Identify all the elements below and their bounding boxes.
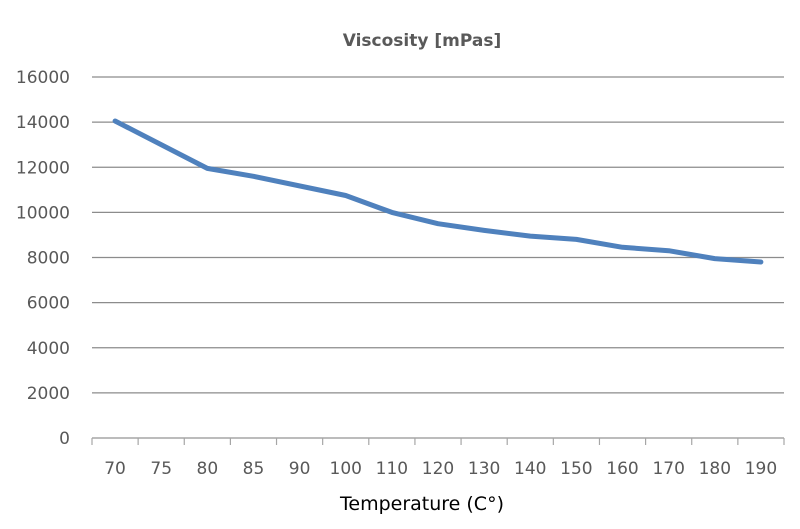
chart-title: Viscosity [mPas] (343, 31, 501, 51)
y-tick-label: 10000 (16, 203, 70, 223)
x-tick-labels: 70 75 80 85 90 100 110 120 130 140 150 160 170 180 190 (104, 459, 777, 479)
x-tick-label: 160 (606, 459, 638, 479)
y-tick-label: 8000 (27, 249, 70, 269)
x-tick-label: 170 (652, 459, 684, 479)
y-tick-label: 12000 (16, 158, 70, 178)
x-tick-label: 190 (745, 459, 777, 479)
series-layer (112, 118, 764, 265)
y-tick-label: 0 (59, 429, 70, 449)
x-tick-label: 140 (514, 459, 546, 479)
x-tick-label: 130 (468, 459, 500, 479)
x-tick-label: 110 (376, 459, 408, 479)
x-tick-label: 85 (243, 459, 265, 479)
x-tick-label: 75 (150, 459, 172, 479)
x-tick-label: 70 (104, 459, 126, 479)
x-tick-label: 100 (330, 459, 362, 479)
y-tick-label: 14000 (16, 113, 70, 133)
x-tick-label: 80 (197, 459, 219, 479)
x-tick-label: 90 (289, 459, 311, 479)
x-tick-label: 150 (560, 459, 592, 479)
x-axis-label: Temperature (C°) (339, 493, 504, 515)
y-tick-label: 6000 (27, 294, 70, 314)
grid-layer (92, 76, 784, 439)
y-tick-labels: 0 2000 4000 6000 8000 10000 12000 14000 16000 (16, 68, 70, 449)
x-tick-label: 120 (422, 459, 454, 479)
y-tick-label: 4000 (27, 339, 70, 359)
series-line (112, 118, 764, 265)
x-tick-label: 180 (699, 459, 731, 479)
y-tick-label: 16000 (16, 68, 70, 88)
y-tick-label: 2000 (27, 384, 70, 404)
axis-layer (91, 438, 785, 445)
